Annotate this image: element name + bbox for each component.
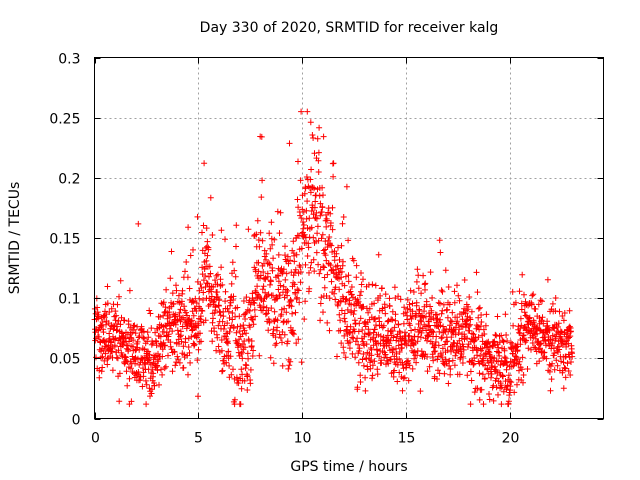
x-tick-label: 0 [91,431,100,447]
y-tick-label: 0.25 [49,112,80,128]
gridlines [94,57,604,419]
x-tick-label: 20 [502,431,520,447]
y-tick-label: 0.3 [58,52,80,68]
x-tick-labels: 0 5 10 15 20 [91,431,519,447]
x-axis-label: GPS time / hours [290,459,407,475]
axis-ticks [94,57,604,420]
y-tick-label: 0.15 [49,232,80,248]
x-tick-label: 5 [194,431,203,447]
y-tick-labels: 0 0.05 0.1 0.15 0.2 0.25 0.3 [49,52,80,429]
y-tick-label: 0.1 [58,292,80,308]
y-tick-label: 0 [72,413,81,429]
chart-title: Day 330 of 2020, SRMTID for receiver kal… [200,20,499,36]
y-tick-label: 0.2 [58,172,80,188]
x-tick-label: 10 [294,431,312,447]
y-axis-label: SRMTID / TECUs [7,182,23,295]
y-tick-label: 0.05 [49,352,80,368]
x-tick-label: 15 [398,431,416,447]
